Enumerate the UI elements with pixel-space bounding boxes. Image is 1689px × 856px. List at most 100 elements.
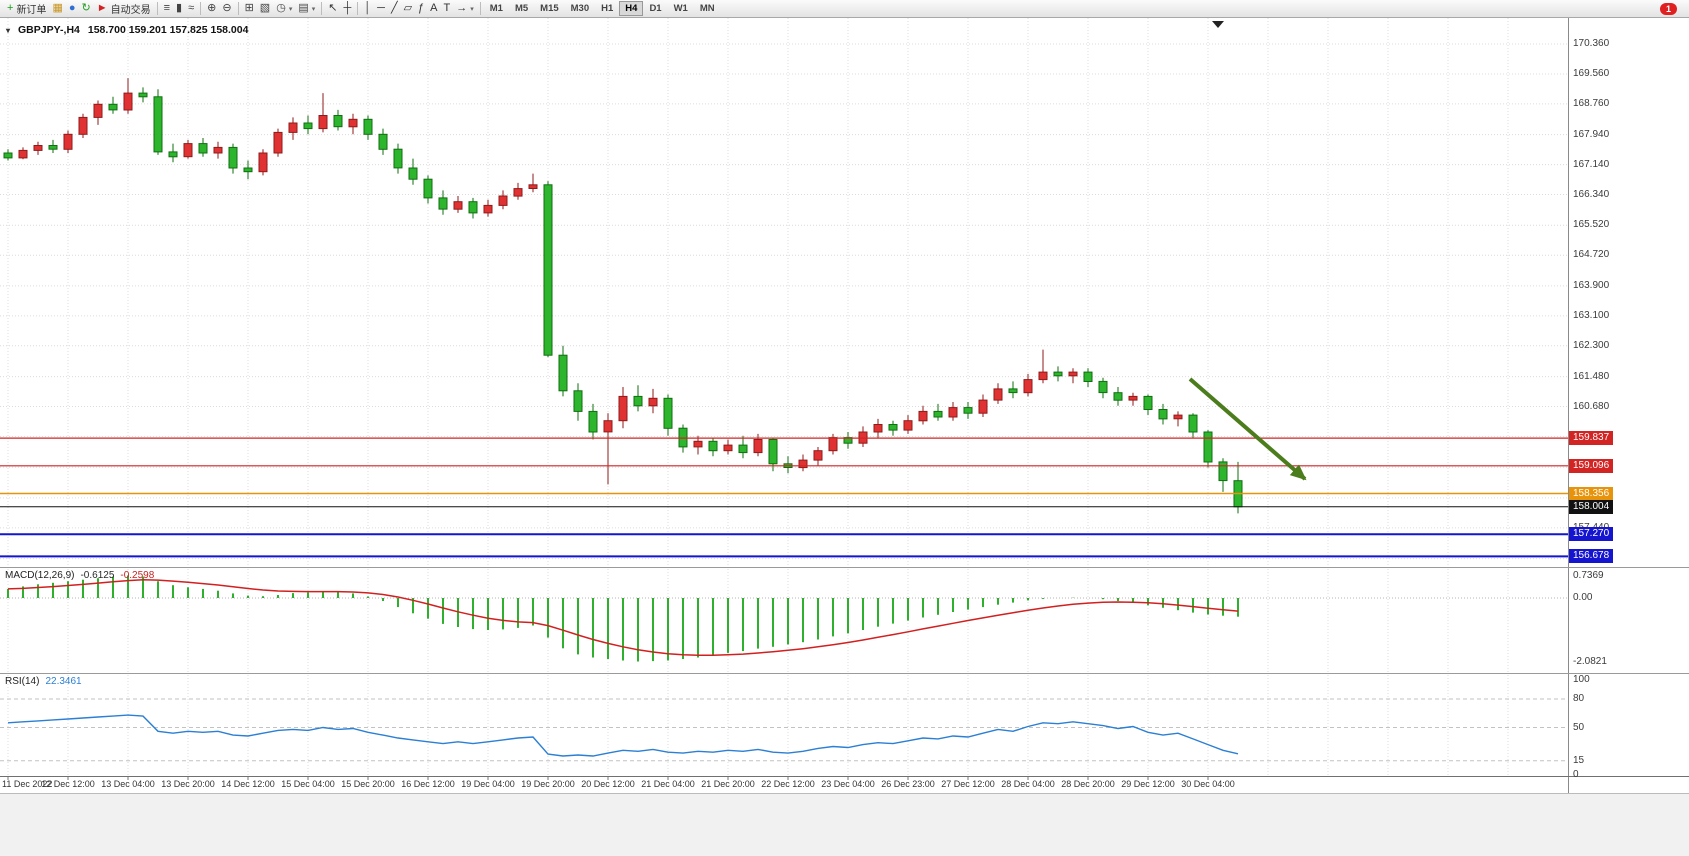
rsi-axis-label: 80 bbox=[1573, 693, 1585, 704]
horizontal-line-icon: ─ bbox=[377, 2, 385, 14]
new-chart-icon: ▧ bbox=[259, 2, 271, 14]
text-icon: A bbox=[430, 2, 438, 14]
line-chart-icon: ≈ bbox=[188, 2, 195, 14]
chart-window[interactable]: ▾ GBPJPY-,H4 158.700 159.201 157.825 158… bbox=[0, 18, 1689, 793]
time-axis-label: 22 Dec 12:00 bbox=[761, 779, 815, 789]
vertical-line-button[interactable]: │ bbox=[361, 1, 374, 17]
macd-indicator-label: MACD(12,26,9) -0.6125 -0.2598 bbox=[5, 570, 154, 581]
cursor-icon: ↖ bbox=[328, 2, 338, 14]
time-axis-label: 14 Dec 12:00 bbox=[221, 779, 275, 789]
price-axis-label: 162.300 bbox=[1573, 340, 1610, 351]
timeframe-m5-button[interactable]: M5 bbox=[514, 3, 529, 14]
chevron-down-icon: ▾ bbox=[311, 5, 316, 13]
horizontal-line-button[interactable]: ─ bbox=[374, 1, 388, 17]
chart-window-icon: ▦ bbox=[52, 2, 63, 14]
autotrading-button[interactable]: ► 自动交易 bbox=[94, 1, 154, 17]
toolbar-separator bbox=[200, 2, 202, 15]
time-axis-label: 20 Dec 12:00 bbox=[581, 779, 635, 789]
notification-badge[interactable]: 1 bbox=[1659, 2, 1677, 15]
grid-layer bbox=[0, 18, 1568, 776]
cursor-button[interactable]: ↖ bbox=[325, 1, 340, 17]
navigator-button[interactable]: ↻ bbox=[79, 1, 94, 17]
time-axis-label: 13 Dec 04:00 bbox=[101, 779, 155, 789]
time-axis-label: 27 Dec 12:00 bbox=[941, 779, 995, 789]
price-axis-label: 165.520 bbox=[1573, 219, 1610, 230]
macd-axis-label: 0.7369 bbox=[1573, 570, 1604, 581]
price-level-label: 156.678 bbox=[1569, 549, 1614, 563]
new-chart-button[interactable]: ▧ bbox=[257, 1, 273, 17]
arrow-annotation[interactable] bbox=[1188, 377, 1311, 486]
price-level-label: 157.270 bbox=[1569, 527, 1614, 541]
period-button[interactable]: ◷ ▾ bbox=[273, 1, 295, 17]
price-axis-label: 160.680 bbox=[1573, 401, 1610, 412]
template-button[interactable]: ▤ ▾ bbox=[295, 1, 318, 17]
arrows-button[interactable]: → ▾ bbox=[453, 1, 477, 17]
time-axis-border bbox=[0, 776, 1689, 777]
time-axis-label: 28 Dec 20:00 bbox=[1061, 779, 1115, 789]
price-axis-label: 164.720 bbox=[1573, 249, 1610, 260]
trendline-button[interactable]: ╱ bbox=[388, 1, 401, 17]
chart-shift-marker[interactable] bbox=[1212, 21, 1224, 28]
crosshair-button[interactable]: ┼ bbox=[340, 1, 354, 17]
one-click-trading-icon[interactable]: ▾ bbox=[6, 25, 11, 35]
timeframe-m30-button[interactable]: M30 bbox=[570, 3, 590, 14]
tile-windows-button[interactable]: ⊞ bbox=[242, 1, 257, 17]
trendline-icon: ╱ bbox=[390, 2, 398, 14]
timeframe-mn-button[interactable]: MN bbox=[699, 3, 715, 14]
timeframe-m15-button[interactable]: M15 bbox=[540, 3, 559, 14]
time-axis-label: 12 Dec 12:00 bbox=[41, 779, 95, 789]
timeframe-m1-button[interactable]: M1 bbox=[489, 3, 503, 14]
toolbar-separator bbox=[357, 2, 359, 15]
clock-icon: ◷ bbox=[276, 2, 286, 14]
bar-chart-icon: ≡ bbox=[163, 2, 171, 14]
vertical-line-icon: │ bbox=[364, 2, 372, 14]
rsi-axis-label: 100 bbox=[1573, 674, 1590, 685]
pane-splitter-macd[interactable] bbox=[0, 567, 1689, 568]
time-axis-label: 15 Dec 04:00 bbox=[281, 779, 335, 789]
rsi-layer bbox=[7, 714, 1239, 757]
market-watch-button[interactable]: ● bbox=[66, 1, 79, 17]
timeframe-d1-button[interactable]: D1 bbox=[649, 3, 662, 14]
price-scale[interactable] bbox=[1568, 18, 1689, 793]
channel-button[interactable]: ▱ bbox=[401, 1, 415, 17]
chart-header: ▾ GBPJPY-,H4 158.700 159.201 157.825 158… bbox=[6, 24, 248, 36]
line-chart-button[interactable]: ≈ bbox=[185, 1, 197, 17]
zoom-in-icon: ⊕ bbox=[207, 2, 217, 14]
zoom-in-button[interactable]: ⊕ bbox=[204, 1, 219, 17]
fibonacci-icon: ƒ bbox=[418, 2, 425, 14]
text-label-button[interactable]: T bbox=[441, 1, 454, 17]
time-axis-label: 19 Dec 04:00 bbox=[461, 779, 515, 789]
candlestick-chart-button[interactable]: ▮ bbox=[173, 1, 185, 17]
new-order-button[interactable]: + 新订单 bbox=[4, 1, 49, 17]
time-axis-label: 23 Dec 04:00 bbox=[821, 779, 875, 789]
price-level-label: 158.356 bbox=[1569, 487, 1614, 501]
chart-canvas[interactable] bbox=[0, 18, 1689, 793]
text-label-icon: T bbox=[443, 2, 451, 14]
toolbar-separator bbox=[156, 2, 158, 15]
price-levels-layer[interactable] bbox=[0, 437, 1568, 558]
macd-axis-label: -2.0821 bbox=[1573, 656, 1607, 667]
bar-chart-button[interactable]: ≡ bbox=[161, 1, 173, 17]
macd-layer bbox=[7, 575, 1239, 662]
pane-splitter-rsi[interactable] bbox=[0, 673, 1689, 674]
macd-signal-value: -0.2598 bbox=[120, 570, 155, 581]
timeframe-h4-button[interactable]: H4 bbox=[619, 1, 644, 16]
fibonacci-button[interactable]: ƒ bbox=[415, 1, 427, 17]
new-order-button-label: 新订单 bbox=[16, 5, 47, 16]
zoom-out-button[interactable]: ⊖ bbox=[219, 1, 234, 17]
price-axis-label: 161.480 bbox=[1573, 371, 1610, 382]
tile-windows-icon: ⊞ bbox=[244, 2, 254, 14]
autotrading-icon: ► bbox=[96, 2, 108, 14]
text-button[interactable]: A bbox=[427, 1, 440, 17]
timeframe-h1-button[interactable]: H1 bbox=[601, 3, 614, 14]
charts-window-button[interactable]: ▦ bbox=[49, 1, 65, 17]
rsi-indicator-label: RSI(14) 22.3461 bbox=[5, 676, 82, 687]
macd-name: MACD(12,26,9) bbox=[5, 570, 75, 581]
time-axis-label: 19 Dec 20:00 bbox=[521, 779, 575, 789]
candles-layer bbox=[3, 78, 1243, 514]
time-axis-label: 21 Dec 04:00 bbox=[641, 779, 695, 789]
price-axis-label: 168.760 bbox=[1573, 98, 1610, 109]
time-axis-label: 30 Dec 04:00 bbox=[1181, 779, 1235, 789]
timeframe-w1-button[interactable]: W1 bbox=[673, 3, 688, 14]
